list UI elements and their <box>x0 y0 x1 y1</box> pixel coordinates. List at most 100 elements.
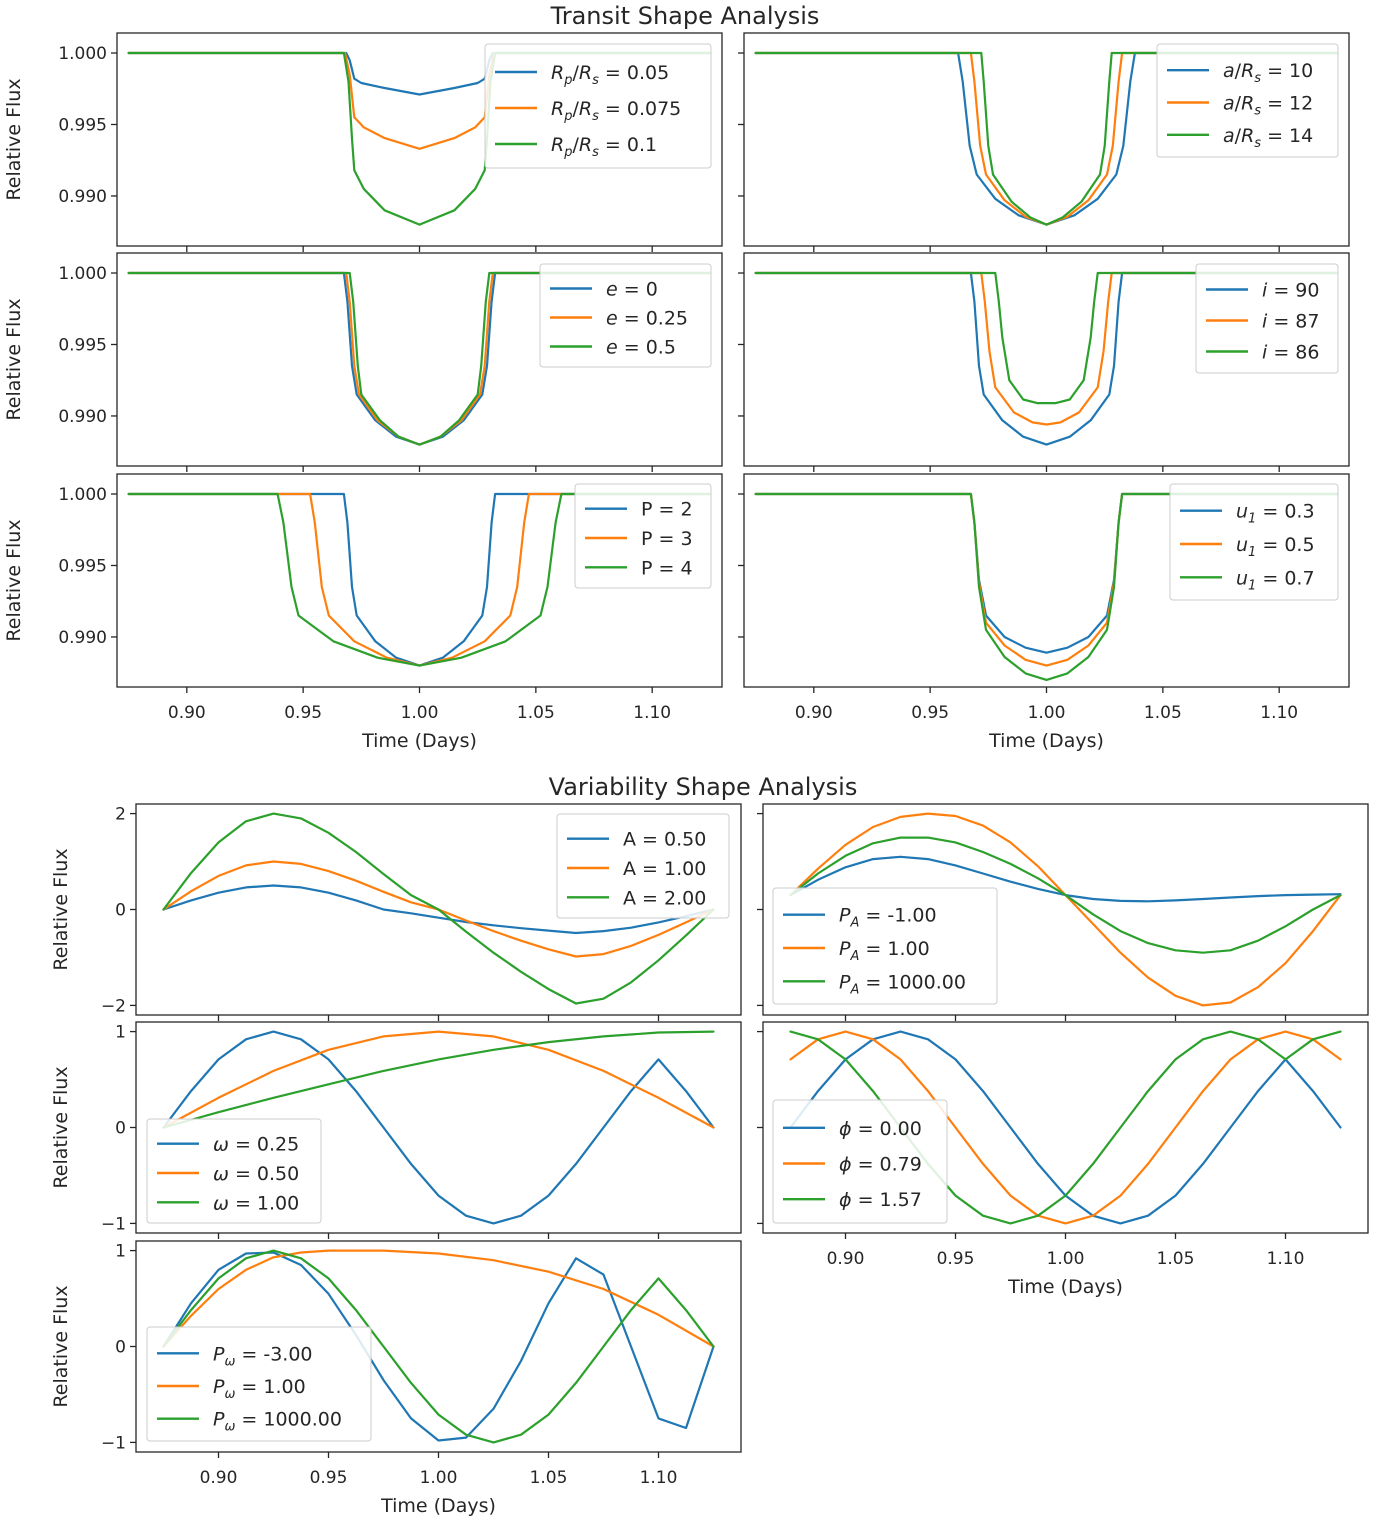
legend-label: i = 86 <box>1262 342 1319 364</box>
y-tick-label: −1 <box>101 1214 126 1234</box>
y-tick-label: 1 <box>115 1242 126 1262</box>
x-tick-label: 1.05 <box>1144 703 1182 723</box>
series-line <box>162 1030 715 1225</box>
legend-label: Rp/Rs = 0.05 <box>551 62 669 88</box>
legend: ω = 0.25 ω = 0.50 ω = 1.00 <box>146 1118 322 1224</box>
x-tick-label: 0.95 <box>284 703 322 723</box>
x-tick-label: 0.90 <box>200 1468 238 1488</box>
legend-label: ϕ = 0.00 <box>839 1118 922 1140</box>
legend: PA = -1.00 PA = 1.00 PA = 1000.00 <box>772 887 998 1005</box>
legend-box <box>772 887 998 1005</box>
legend: Pω = -3.00 Pω = 1.00 Pω = 1000.00 <box>146 1326 372 1442</box>
x-axis-label: Time (Days) <box>380 1495 496 1517</box>
y-tick-label: 0.990 <box>58 628 107 648</box>
legend-label: Rp/Rs = 0.1 <box>551 134 657 160</box>
series-line <box>162 812 715 1005</box>
y-tick-label: −2 <box>101 996 126 1016</box>
plot-area <box>162 1030 715 1225</box>
transit-figure-title: Transit Shape Analysis <box>550 2 820 30</box>
x-tick-label: 0.95 <box>911 703 949 723</box>
legend: P = 2 P = 3 P = 4 <box>574 483 712 589</box>
plot-area <box>754 492 1339 681</box>
x-axis-label: Time (Days) <box>1007 1276 1123 1298</box>
legend-label: PA = -1.00 <box>839 905 937 931</box>
legend-box <box>556 813 730 919</box>
x-tick-label: 0.90 <box>795 703 833 723</box>
y-axis-label: Relative Flux <box>50 1066 72 1188</box>
subplot-PA: PA = -1.00 PA = 1.00 PA = 1000.00 <box>757 803 1369 1021</box>
y-tick-label: 0.995 <box>58 335 107 355</box>
x-axis-label: Time (Days) <box>361 730 477 752</box>
subplot-A: −2 0 2 Relative Flux A = 0.50 A = 1.00 A = 2.0… <box>50 803 742 1021</box>
x-tick-label: 1.10 <box>640 1468 678 1488</box>
legend-box <box>772 1099 948 1224</box>
x-tick-label: 1.05 <box>1157 1249 1195 1269</box>
y-tick-label: 0 <box>115 901 126 921</box>
legend-label: PA = 1000.00 <box>839 971 966 997</box>
legend-label: ω = 0.25 <box>213 1134 299 1156</box>
plot-area <box>127 492 712 667</box>
legend-label: P = 3 <box>641 528 693 550</box>
series-line <box>127 492 712 667</box>
series-line <box>789 1030 1342 1225</box>
x-tick-label: 1.00 <box>1047 1249 1085 1269</box>
subplot-e: 0.990 0.995 1.000 Relative Flux e = 0 e = 0.2… <box>3 252 723 472</box>
legend-box <box>1156 43 1339 158</box>
legend-label: u1 = 0.3 <box>1236 501 1315 527</box>
x-tick-label: 1.00 <box>401 703 439 723</box>
legend: e = 0 e = 0.25 e = 0.5 <box>539 263 712 368</box>
legend-label: e = 0.25 <box>606 308 688 330</box>
y-axis-label: Relative Flux <box>3 519 25 641</box>
x-tick-label: 1.05 <box>530 1468 568 1488</box>
legend: A = 0.50 A = 1.00 A = 2.00 <box>556 813 730 919</box>
y-axis-label: Relative Flux <box>50 848 72 970</box>
legend-label: e = 0 <box>606 279 658 301</box>
y-tick-label: 1.000 <box>58 485 107 505</box>
plot-area <box>162 812 715 1005</box>
y-tick-label: 1 <box>115 1023 126 1043</box>
legend: u1 = 0.3 u1 = 0.5 u1 = 0.7 <box>1169 483 1339 601</box>
x-tick-label: 1.00 <box>420 1468 458 1488</box>
subplot-i: i = 90 i = 87 i = 86 <box>738 252 1350 472</box>
x-tick-label: 1.10 <box>633 703 671 723</box>
x-tick-label: 0.90 <box>168 703 206 723</box>
legend-label: Pω = 1.00 <box>213 1376 306 1402</box>
series-line <box>127 271 712 446</box>
series-line <box>754 492 1339 681</box>
legend-box <box>539 263 712 368</box>
y-tick-label: −1 <box>101 1433 126 1453</box>
series-line <box>754 271 1339 405</box>
legend-label: Rp/Rs = 0.075 <box>551 98 681 124</box>
y-axis-label: Relative Flux <box>50 1285 72 1407</box>
series-line <box>162 884 715 935</box>
series-line <box>162 1249 715 1444</box>
plot-area <box>127 271 712 446</box>
legend-label: ϕ = 1.57 <box>839 1189 922 1211</box>
y-tick-label: 1.000 <box>58 44 107 64</box>
x-tick-label: 1.05 <box>517 703 555 723</box>
x-tick-label: 0.95 <box>937 1249 975 1269</box>
series-line <box>789 836 1342 954</box>
x-tick-label: 1.00 <box>1028 703 1066 723</box>
legend-label: a/Rs = 10 <box>1223 60 1313 86</box>
legend-label: A = 1.00 <box>623 858 706 880</box>
legend-box <box>146 1118 322 1224</box>
subplot-P: 0.990 0.995 1.000 0.90 0.95 1.00 1.05 1.10 Relat… <box>3 473 723 752</box>
variability-figure-title: Variability Shape Analysis <box>549 773 858 801</box>
series-line <box>162 1030 715 1129</box>
subplot-omega: −1 0 1 Relative Flux ω = 0.25 ω = 0.50 ω = 1.0… <box>50 1021 742 1239</box>
legend-label: P = 4 <box>641 557 693 579</box>
y-tick-label: 0.990 <box>58 407 107 427</box>
x-tick-label: 0.95 <box>310 1468 348 1488</box>
legend-label: Pω = -3.00 <box>213 1343 313 1369</box>
y-tick-label: 0 <box>115 1119 126 1139</box>
legend-label: a/Rs = 14 <box>1223 125 1313 151</box>
y-tick-label: 0.995 <box>58 556 107 576</box>
plot-area <box>754 271 1339 446</box>
plot-area <box>754 51 1339 226</box>
subplot-Pomega: −1 0 1 0.90 0.95 1.00 1.05 1.10 Relative Flux Tim… <box>50 1240 742 1517</box>
legend-label: Pω = 1000.00 <box>213 1409 342 1435</box>
